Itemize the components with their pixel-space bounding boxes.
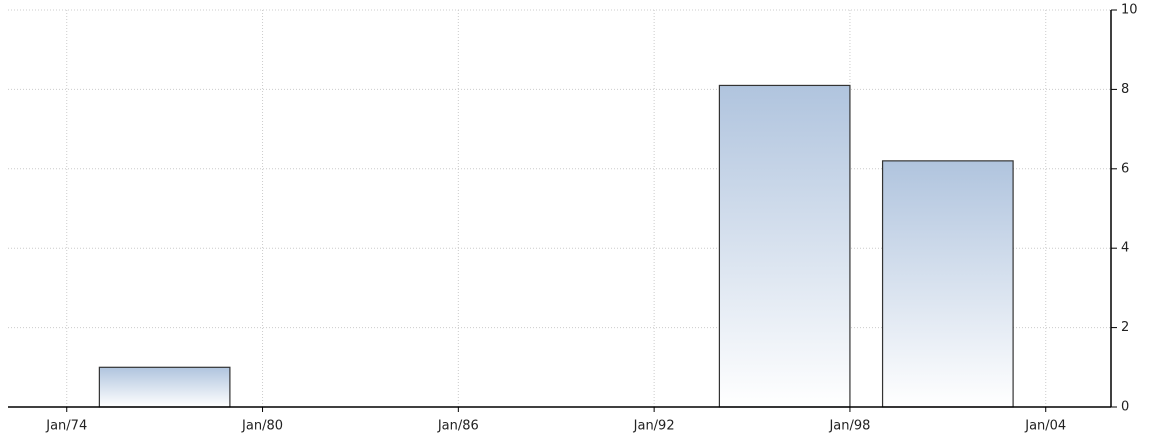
bar [718, 84, 851, 408]
x-tick-label: Jan/86 [437, 419, 479, 434]
x-tick-label: Jan/98 [828, 419, 870, 434]
y-tick-label: 2 [1121, 320, 1129, 335]
x-tick-label: Jan/04 [1024, 419, 1066, 434]
y-tick-label: 6 [1121, 161, 1129, 176]
x-tick-label: Jan/92 [633, 419, 675, 434]
y-tick-label: 0 [1121, 400, 1129, 415]
bar [881, 160, 1014, 408]
bar [98, 366, 231, 408]
y-tick-label: 8 [1121, 82, 1129, 97]
x-tick-label: Jan/74 [45, 419, 87, 434]
y-tick-label: 10 [1121, 3, 1138, 18]
y-tick-label: 4 [1121, 241, 1129, 256]
x-tick-label: Jan/80 [241, 419, 283, 434]
